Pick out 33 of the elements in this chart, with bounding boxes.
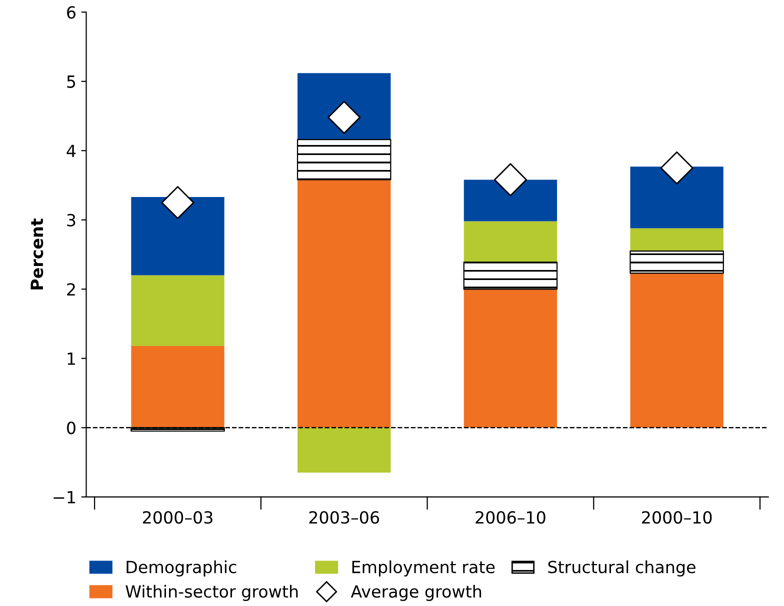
y-tick-label: −1 — [54, 491, 75, 504]
bar — [464, 289, 558, 428]
point — [494, 163, 527, 196]
x-tick-label: 2006–10 — [476, 511, 546, 524]
legend-label: Demographic — [126, 560, 236, 577]
y-tick-label: 5 — [67, 76, 76, 88]
bar — [464, 180, 558, 222]
point — [660, 151, 694, 184]
x-tick-label: 2000–10 — [642, 511, 712, 524]
y-tick-label: 3 — [67, 214, 76, 226]
x-tick-label: 2003–06 — [309, 511, 380, 524]
legend-label: Within-sector growth — [126, 584, 298, 601]
bar — [630, 273, 724, 428]
bar — [298, 428, 391, 473]
bar — [131, 275, 224, 346]
bar — [298, 73, 391, 140]
bar — [131, 197, 224, 276]
y-tick-label: 0 — [67, 422, 76, 434]
y-tick-label: 6 — [67, 6, 76, 19]
x-tick-label: 2000–03 — [142, 511, 212, 524]
bar — [131, 346, 224, 428]
y-axis-title: Percent — [30, 218, 44, 290]
bar — [298, 180, 391, 428]
point — [161, 186, 194, 220]
bar — [630, 228, 724, 252]
y-tick-label: 1 — [68, 352, 75, 365]
legend-label: Employment rate — [352, 560, 495, 577]
legend-label: Average growth — [350, 584, 482, 601]
y-tick-label: 4 — [66, 144, 76, 157]
bar — [630, 166, 724, 228]
bar — [464, 221, 558, 262]
legend-label: Structural change — [548, 560, 696, 577]
y-tick-label: 2 — [67, 283, 75, 296]
